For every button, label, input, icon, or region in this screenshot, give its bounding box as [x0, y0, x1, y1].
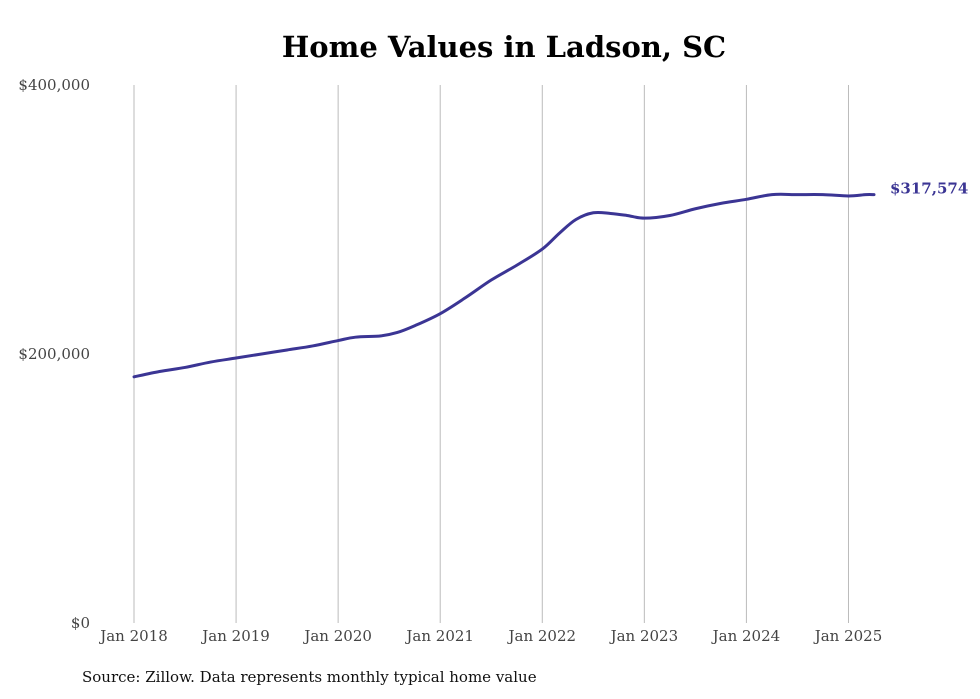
series-layer	[132, 192, 876, 379]
gridlines	[133, 85, 849, 623]
x-tick-label: Jan 2018	[98, 627, 168, 645]
x-tick-label: Jan 2022	[506, 627, 576, 645]
x-axis-tick-labels: Jan 2018 Jan 2019 Jan 2020 Jan 2021 Jan 2022…	[98, 627, 882, 645]
x-tick-label: Jan 2025	[813, 627, 883, 645]
y-tick-label: $0	[71, 614, 90, 632]
end-value-label: $317,574	[890, 180, 968, 198]
line-chart: $0$200,000$400,000 Jan 2018 Jan 2019 Jan 2…	[18, 76, 968, 645]
series-line-0	[132, 192, 876, 379]
data-labels: $317,574	[890, 180, 968, 198]
y-tick-label: $200,000	[18, 345, 90, 363]
y-tick-label: $400,000	[18, 76, 90, 94]
chart-title: Home Values in Ladson, SC	[281, 30, 727, 64]
y-axis-tick-labels: $0 $200,000 $400,000	[18, 76, 90, 632]
x-tick-label: Jan 2024	[711, 627, 781, 645]
x-tick-label: Jan 2019	[200, 627, 270, 645]
x-tick-label: Jan 2021	[404, 627, 474, 645]
source-note: Source: Zillow. Data represents monthly …	[82, 668, 537, 686]
x-tick-label: Jan 2023	[609, 627, 679, 645]
x-tick-label: Jan 2020	[302, 627, 372, 645]
